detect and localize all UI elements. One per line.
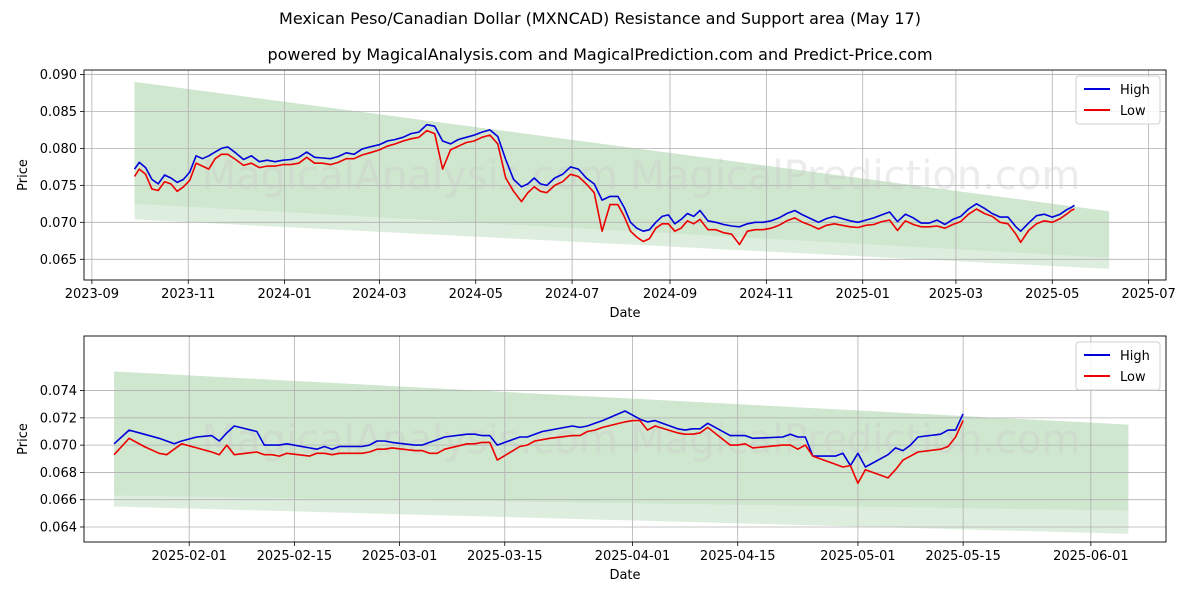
x-tick-label: 2025-05-15: [925, 549, 1001, 564]
x-tick-label: 2023-09: [65, 287, 119, 302]
chart-panel-2: 2025-02-01 2025-02-15 2025-03-01 2025-03-15…: [16, 335, 1167, 583]
support-band-light: [114, 495, 1129, 534]
x-tick-label: 2024-03: [352, 287, 406, 302]
x-tick-label: 2025-02-01: [151, 549, 227, 564]
plot-frame: [83, 335, 1167, 543]
x-tick-label: 2025-03-15: [467, 549, 543, 564]
chart-title: Mexican Peso/Canadian Dollar (MXNCAD) Re…: [279, 9, 921, 28]
x-tick-label: 2025-03: [929, 287, 983, 302]
y-axis-label: Price: [16, 423, 31, 455]
series-line-high: [113, 410, 964, 468]
x-tick-label: 2025-05-01: [820, 549, 896, 564]
chart-subtitle: powered by MagicalAnalysis.com and Magic…: [267, 45, 933, 64]
x-tick-label: 2025-02-15: [257, 549, 333, 564]
x-tick-label: 2024-05: [449, 287, 503, 302]
series-line-low: [113, 419, 964, 485]
x-tick-label: 2025-03-01: [362, 549, 438, 564]
y-tick-label: 0.070: [40, 439, 77, 454]
y-tick-label: 0.070: [40, 216, 77, 231]
legend-label-high: High: [1120, 349, 1150, 364]
series-line-low: [133, 129, 1075, 246]
legend-label-low: Low: [1120, 370, 1146, 385]
y-tick-label: 0.072: [40, 411, 77, 426]
x-tick-label: 2025-05: [1025, 287, 1079, 302]
legend: High Low: [1075, 75, 1161, 125]
resistance-support-band: [134, 81, 1110, 258]
x-tick-label: 2024-01: [257, 287, 311, 302]
x-tick-label: 2025-01: [836, 287, 890, 302]
y-tick-label: 0.065: [40, 253, 77, 268]
plot-frame: [83, 69, 1167, 281]
legend-label-high: High: [1120, 83, 1150, 98]
support-band-light: [134, 203, 1110, 269]
x-axis-label: Date: [609, 306, 640, 321]
y-tick-label: 0.090: [40, 68, 77, 83]
y-tick-label: 0.075: [40, 179, 77, 194]
legend: High Low: [1075, 341, 1161, 391]
y-tick-label: 0.074: [40, 384, 77, 399]
chart-panel-1: 2023-09 2023-11 2024-01 2024-03 2024-05 2024-…: [16, 68, 1176, 321]
watermark: MagicalAnalysis.com MagicalPrediction.co…: [202, 417, 1081, 463]
x-axis-label: Date: [609, 568, 640, 583]
x-tick-label: 2024-09: [643, 287, 697, 302]
x-tick-label: 2024-11: [739, 287, 793, 302]
resistance-support-band: [114, 371, 1129, 511]
y-tick-label: 0.080: [40, 142, 77, 157]
y-axis-label: Price: [16, 159, 31, 191]
y-tick-label: 0.066: [40, 493, 77, 508]
y-tick-label: 0.068: [40, 466, 77, 481]
x-tick-label: 2025-07: [1121, 287, 1175, 302]
y-tick-label: 0.085: [40, 105, 77, 120]
watermark: MagicalAnalysis.com MagicalPrediction.co…: [202, 153, 1081, 199]
x-tick-label: 2023-11: [161, 287, 215, 302]
y-tick-label: 0.064: [40, 520, 77, 535]
legend-label-low: Low: [1120, 104, 1146, 119]
x-tick-label: 2025-06-01: [1053, 549, 1129, 564]
x-tick-label: 2025-04-01: [595, 549, 671, 564]
x-tick-label: 2025-04-15: [700, 549, 776, 564]
series-line-high: [133, 123, 1075, 232]
x-tick-label: 2024-07: [545, 287, 599, 302]
